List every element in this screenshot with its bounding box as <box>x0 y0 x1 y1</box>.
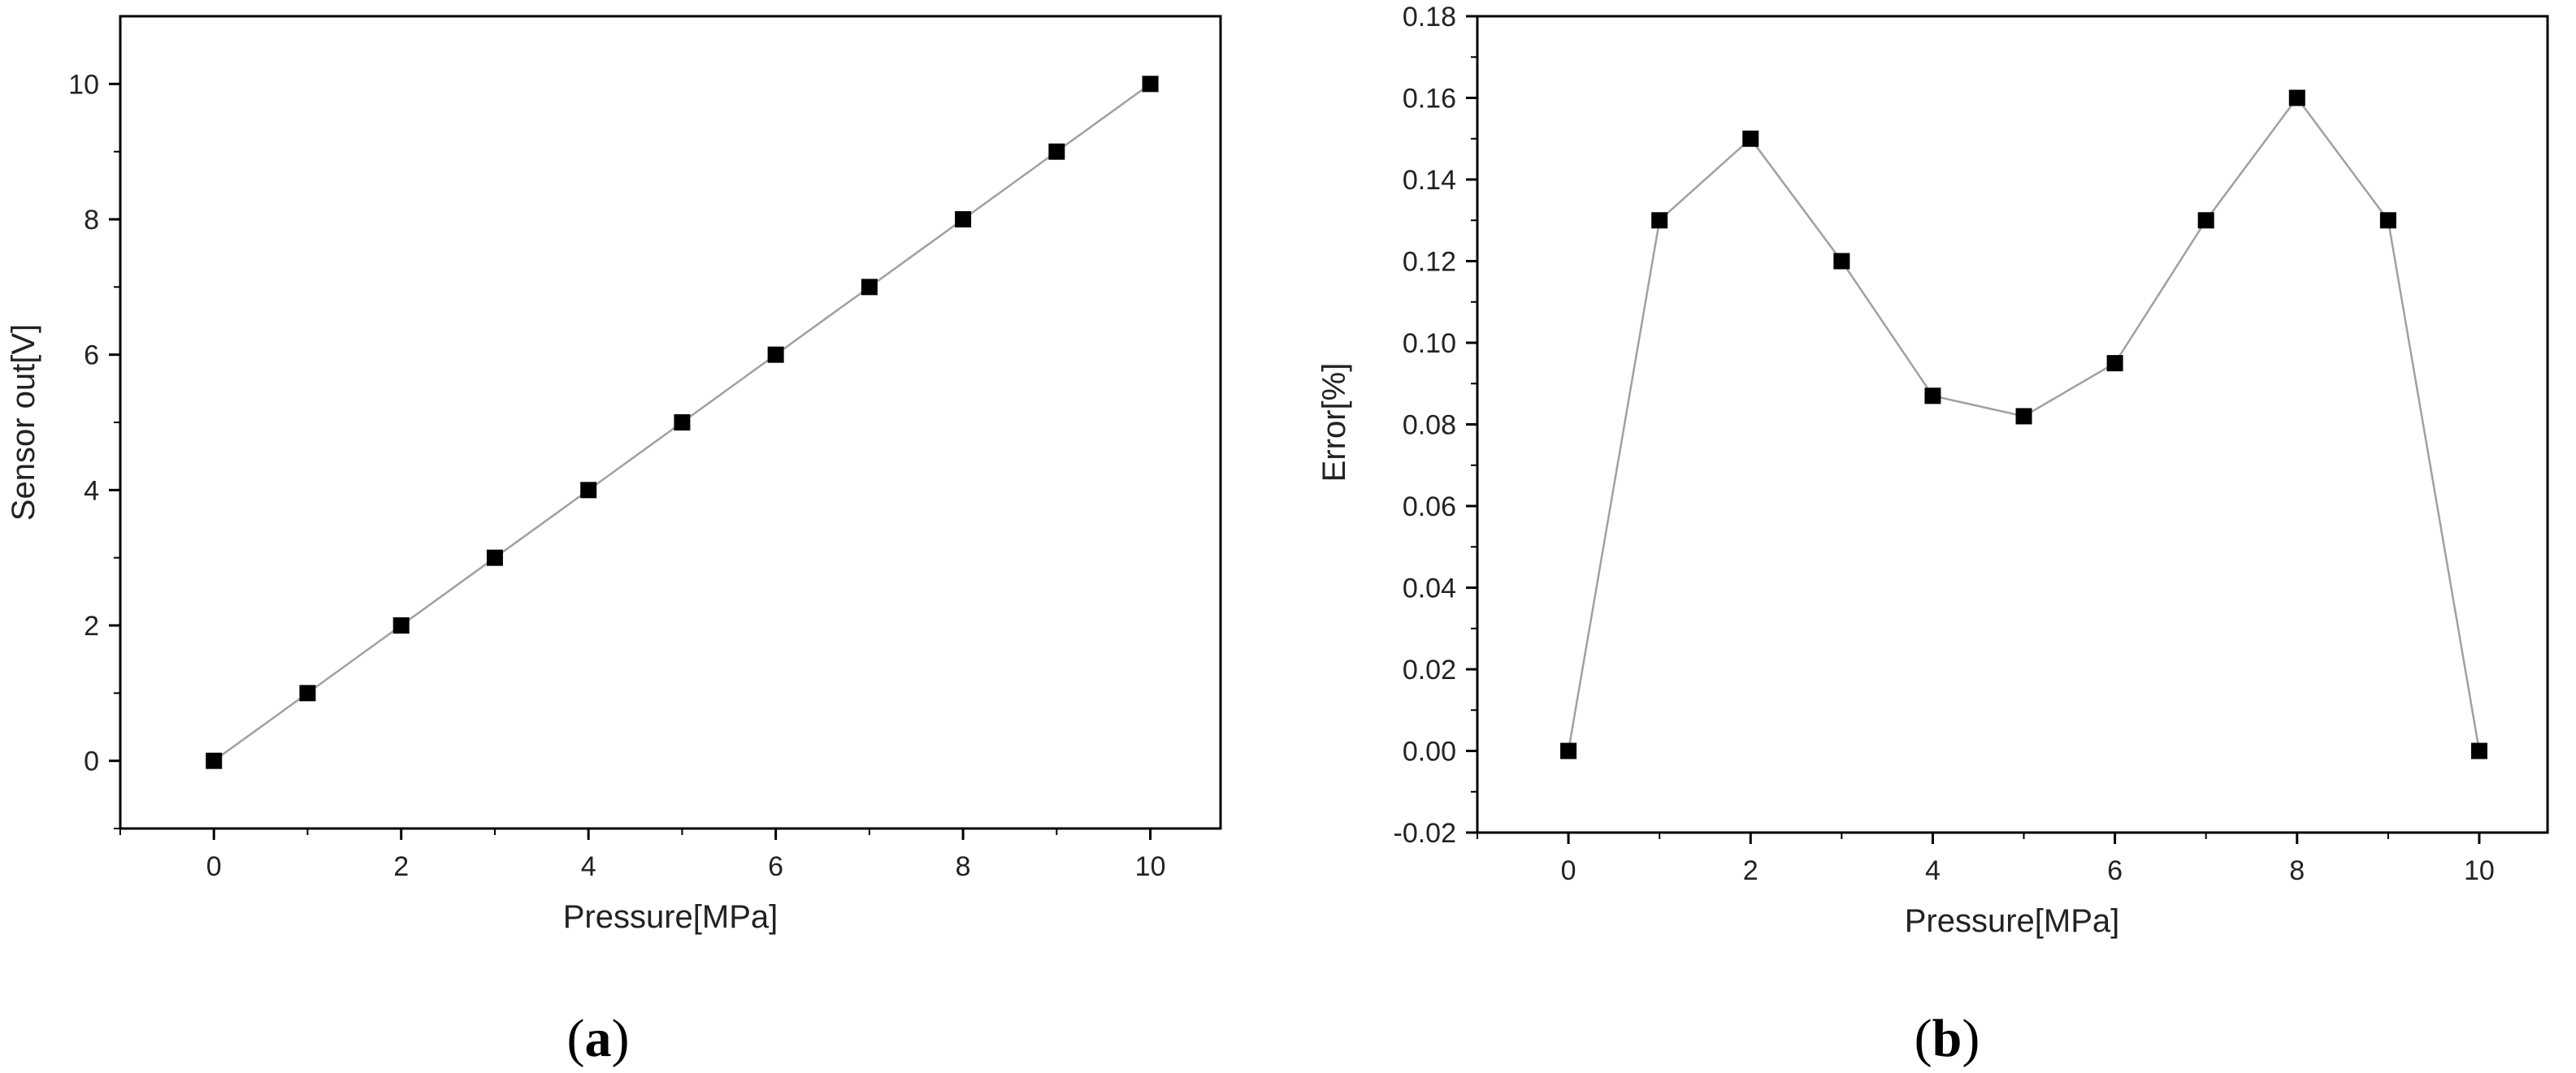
plot-frame <box>1476 15 2549 834</box>
y-tick-label: 0.00 <box>1403 737 1456 768</box>
data-point <box>2106 355 2123 372</box>
y-axis-label: Error[%] <box>1316 363 1352 482</box>
y-tick-label: 0 <box>84 746 99 777</box>
x-axis-label: Pressure[MPa] <box>563 899 778 935</box>
data-point <box>861 279 878 296</box>
panel-label-b: (b) <box>1915 1009 1980 1068</box>
x-tick-label: 4 <box>581 851 596 882</box>
y-tick-label: 6 <box>84 340 99 371</box>
y-tick-label: 4 <box>84 475 99 506</box>
x-tick-label: 4 <box>1925 855 1941 886</box>
y-axis-label: Sensor out[V] <box>6 324 41 521</box>
chart-a: 0 2 4 6 8 10 0 2 4 6 8 10 Pressure[MPa] Sensor out[V] <box>6 15 1222 935</box>
y-tick-label: 0.16 <box>1403 84 1456 115</box>
x-tick-label: 8 <box>2289 855 2305 886</box>
y-tick-label: 2 <box>84 611 99 642</box>
x-tick-label: 8 <box>956 851 971 882</box>
data-point <box>2015 408 2032 425</box>
data-point <box>2470 742 2487 759</box>
data-point <box>299 685 316 702</box>
y-tick-label: 0.08 <box>1403 410 1456 441</box>
x-tick-label: 2 <box>393 851 409 882</box>
y-tick-label: 0.12 <box>1403 247 1456 278</box>
y-tick-label: 0.02 <box>1403 655 1456 686</box>
data-point <box>1560 742 1577 759</box>
x-tick-label: 6 <box>2107 855 2123 886</box>
y-tick-label: 8 <box>84 205 99 236</box>
y-tick-label: 0.14 <box>1403 165 1456 196</box>
series-line <box>1567 96 2481 751</box>
chart-b: 0 2 4 6 8 10 -0.02 0.00 0.02 0.04 0.06 0.08 0.10 0.12… <box>1316 2 2549 939</box>
y-tick-label: 10 <box>68 69 99 100</box>
data-point <box>2379 212 2396 229</box>
x-axis-label: Pressure[MPa] <box>1905 903 2120 939</box>
data-point <box>1048 143 1065 160</box>
y-tick-label: -0.02 <box>1394 818 1457 849</box>
x-tick-label: 0 <box>1561 855 1576 886</box>
x-tick-label: 10 <box>1135 851 1166 882</box>
data-point <box>1924 387 1941 405</box>
data-point <box>392 617 410 634</box>
data-point <box>486 549 503 566</box>
data-point <box>1833 253 1850 270</box>
y-tick-label: 0.10 <box>1403 328 1456 359</box>
data-point <box>1742 130 1759 147</box>
data-point <box>674 414 691 430</box>
data-point <box>206 752 223 769</box>
y-tick-label: 0.18 <box>1403 2 1456 32</box>
data-point <box>2288 89 2305 106</box>
data-point <box>1651 212 1668 229</box>
panel-label-a: (a) <box>567 1009 630 1068</box>
y-tick-label: 0.04 <box>1403 573 1456 604</box>
data-point <box>955 211 972 227</box>
data-point <box>580 482 597 499</box>
y-tick-label: 0.06 <box>1403 491 1456 522</box>
x-tick-label: 0 <box>206 851 222 882</box>
data-point <box>1142 76 1159 93</box>
x-tick-label: 10 <box>2464 855 2495 886</box>
plot-frame <box>119 15 1222 830</box>
x-tick-label: 6 <box>768 851 783 882</box>
data-point <box>767 346 784 363</box>
x-tick-label: 2 <box>1743 855 1759 886</box>
data-point <box>2197 212 2214 229</box>
